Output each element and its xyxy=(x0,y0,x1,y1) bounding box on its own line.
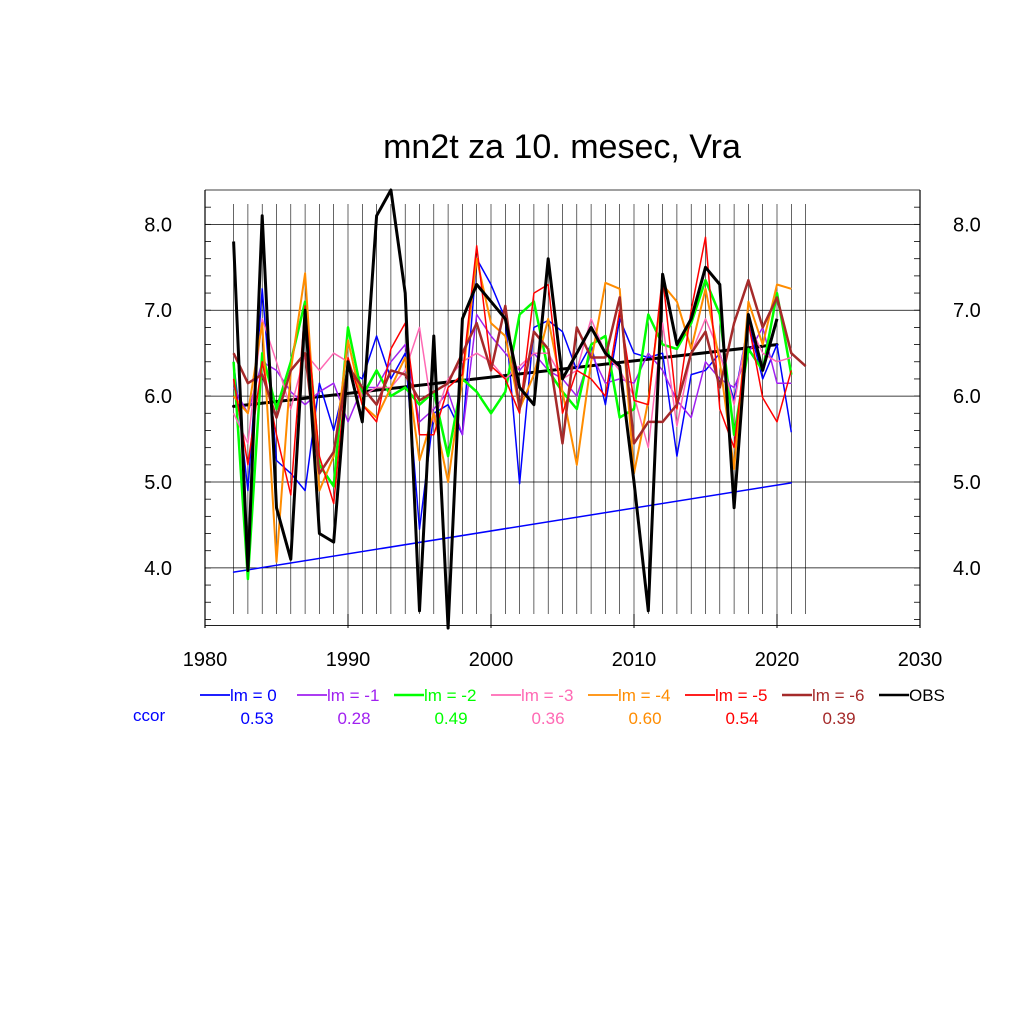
ccor-value: 0.39 xyxy=(822,709,855,728)
trend-line xyxy=(232,482,793,573)
y-tick-label-right: 7.0 xyxy=(953,300,981,322)
x-tick-label: 1980 xyxy=(183,649,228,671)
y-tick-label-left: 7.0 xyxy=(144,300,172,322)
x-tick-label: 2020 xyxy=(755,649,800,671)
x-tick-label: 2010 xyxy=(612,649,657,671)
y-tick-label-left: 5.0 xyxy=(144,472,172,494)
series-line xyxy=(232,257,793,530)
legend-label: OBS xyxy=(909,686,945,705)
ccor-value: 0.60 xyxy=(628,709,661,728)
series-line xyxy=(232,278,807,475)
x-tick-label: 2000 xyxy=(469,649,514,671)
legend: lm = 0 0.53 lm = -1 0.28 lm = -2 0.49 lm = -3 0… xyxy=(133,686,945,728)
y-tick-label-left: 6.0 xyxy=(144,386,172,408)
legend-label: lm = 0 xyxy=(230,686,277,705)
y-tick-label-right: 5.0 xyxy=(953,472,981,494)
legend-label: lm = -1 xyxy=(327,686,379,705)
y-tick-label-left: 8.0 xyxy=(144,214,172,236)
series-line xyxy=(232,188,779,630)
chart-title: mn2t za 10. mesec, Vra xyxy=(383,128,741,166)
series-line xyxy=(232,257,792,563)
legend-label: lm = -3 xyxy=(521,686,573,705)
series-line xyxy=(232,236,793,505)
series-layer xyxy=(232,188,807,630)
trend-line xyxy=(232,343,779,408)
ccor-label: ccor xyxy=(133,706,165,725)
x-tick-label: 1990 xyxy=(326,649,371,671)
ccor-value: 0.53 xyxy=(240,709,273,728)
x-tick-label: 2030 xyxy=(898,649,943,671)
legend-label: lm = -2 xyxy=(424,686,476,705)
y-tick-label-right: 8.0 xyxy=(953,214,981,236)
ccor-value: 0.28 xyxy=(337,709,370,728)
legend-label: lm = -6 xyxy=(812,686,864,705)
y-tick-label-right: 4.0 xyxy=(953,558,981,580)
ccor-value: 0.54 xyxy=(725,709,758,728)
ccor-value: 0.36 xyxy=(531,709,564,728)
axes: 4.0 4.0 5.0 5.0 6.0 6.0 7.0 7.0 8.0 8.0 1980 1990 20… xyxy=(144,190,981,671)
y-tick-label-left: 4.0 xyxy=(144,558,172,580)
y-tick-label-right: 6.0 xyxy=(953,386,981,408)
legend-label: lm = -5 xyxy=(715,686,767,705)
legend-label: lm = -4 xyxy=(618,686,670,705)
ccor-value: 0.49 xyxy=(434,709,467,728)
